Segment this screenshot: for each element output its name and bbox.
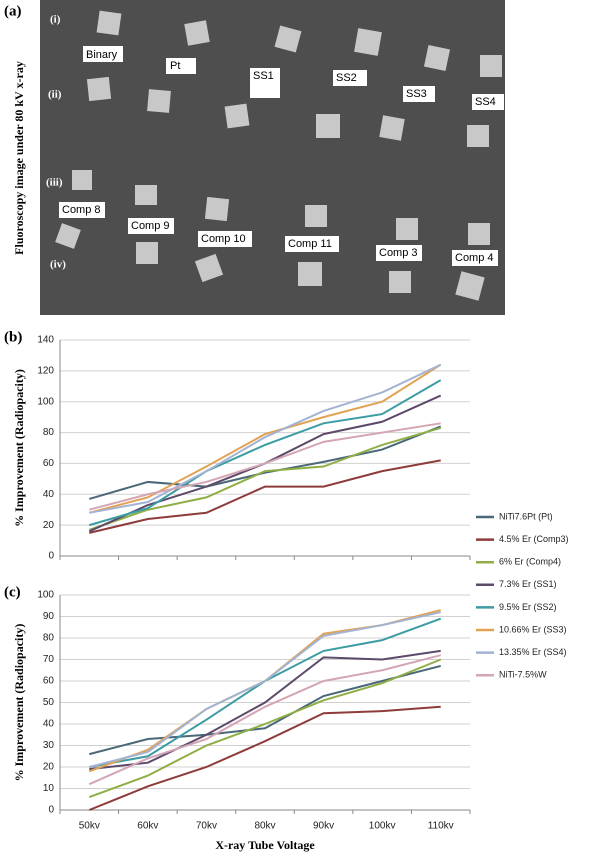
panel-label: (c)	[4, 584, 21, 600]
series-line	[89, 422, 441, 511]
x-tick-label: 70kv	[196, 821, 217, 832]
image-title: Fluoroscopy image under 80 kV x-ray	[12, 61, 26, 255]
y-tick-label: 90	[43, 611, 55, 622]
x-axis-title: X-ray Tube Voltage	[215, 838, 315, 852]
y-tick-label: 0	[48, 551, 54, 562]
y-tick-label: 0	[48, 805, 54, 816]
sample-label: SS2	[336, 72, 357, 84]
legend-label: NiTi-7.5%W	[499, 670, 547, 680]
series-line	[89, 617, 442, 768]
sample-label: Comp 9	[131, 220, 170, 232]
y-tick-label: 80	[43, 427, 55, 438]
series-line	[88, 426, 441, 531]
sample-label: Comp 11	[288, 238, 332, 250]
series-line	[89, 611, 441, 768]
sample-label: Comp 3	[379, 247, 418, 259]
sample-labels: Binary Pt SS1 SS2 SS3 SS4 Comp 8 Comp 9 …	[59, 46, 504, 266]
sample-label: SS1	[253, 70, 274, 82]
legend-label: 9.5% Er (SS2)	[499, 602, 557, 612]
y-tick-label: 140	[37, 335, 54, 346]
legend-label: 4.5% Er (Comp3)	[499, 534, 569, 544]
x-tick-label: 50kv	[79, 821, 100, 832]
y-tick-label: 60	[43, 458, 55, 469]
series-line	[88, 658, 442, 799]
series-line	[89, 363, 442, 514]
y-tick-label: 70	[43, 654, 55, 665]
series-line	[89, 379, 442, 527]
x-tick-label: 90kv	[313, 821, 334, 832]
y-tick-label: 10	[43, 783, 55, 794]
legend-label: 10.66% Er (SS3)	[499, 624, 567, 634]
panel-label: (b)	[4, 329, 22, 345]
row-label: (ii)	[48, 89, 62, 101]
legend-label: 7.3% Er (SS1)	[499, 579, 557, 589]
y-tick-label: 100	[37, 590, 54, 601]
y-tick-label: 20	[43, 520, 55, 531]
samples	[55, 10, 502, 301]
series-line	[89, 664, 441, 756]
y-axis-title: % Improvement (Radiopacity)	[12, 624, 26, 782]
series-line	[89, 459, 441, 534]
sample-label: SS3	[406, 88, 427, 100]
y-tick-label: 80	[43, 633, 55, 644]
sample-label: Comp 4	[455, 252, 494, 264]
y-tick-label: 40	[43, 489, 55, 500]
series-line	[89, 649, 441, 771]
x-tick-label: 110kv	[428, 821, 454, 832]
sample-label: SS4	[475, 96, 496, 108]
y-tick-label: 100	[37, 396, 54, 407]
sample-label: Binary	[86, 49, 118, 61]
series-line	[88, 705, 441, 811]
y-axis-title: % Improvement (Radiopacity)	[12, 369, 26, 527]
y-tick-label: 50	[43, 697, 55, 708]
y-tick-label: 120	[37, 365, 54, 376]
legend-label: 6% Er (Comp4)	[499, 557, 561, 567]
series-line	[88, 654, 441, 786]
y-tick-label: 30	[43, 740, 55, 751]
panel-label: (a)	[4, 3, 22, 19]
y-tick-label: 60	[43, 676, 55, 687]
series-line	[89, 425, 442, 500]
y-tick-label: 20	[43, 762, 55, 773]
x-tick-label: 60kv	[137, 821, 158, 832]
sample-label: Comp 8	[62, 204, 101, 216]
legend-label: NiTi7.6Pt (Pt)	[499, 511, 553, 521]
x-tick-label: 80kv	[254, 821, 275, 832]
x-tick-label: 100kv	[369, 821, 396, 832]
row-label: (iii)	[46, 177, 63, 189]
series-line	[88, 609, 441, 773]
sample-label: Pt	[170, 60, 180, 72]
sample-label: Comp 10	[201, 233, 246, 245]
row-label: (iv)	[50, 259, 66, 271]
series-line	[89, 363, 442, 514]
legend-label: 13.35% Er (SS4)	[499, 647, 567, 657]
y-tick-label: 40	[43, 719, 55, 730]
row-label: (i)	[50, 14, 61, 26]
